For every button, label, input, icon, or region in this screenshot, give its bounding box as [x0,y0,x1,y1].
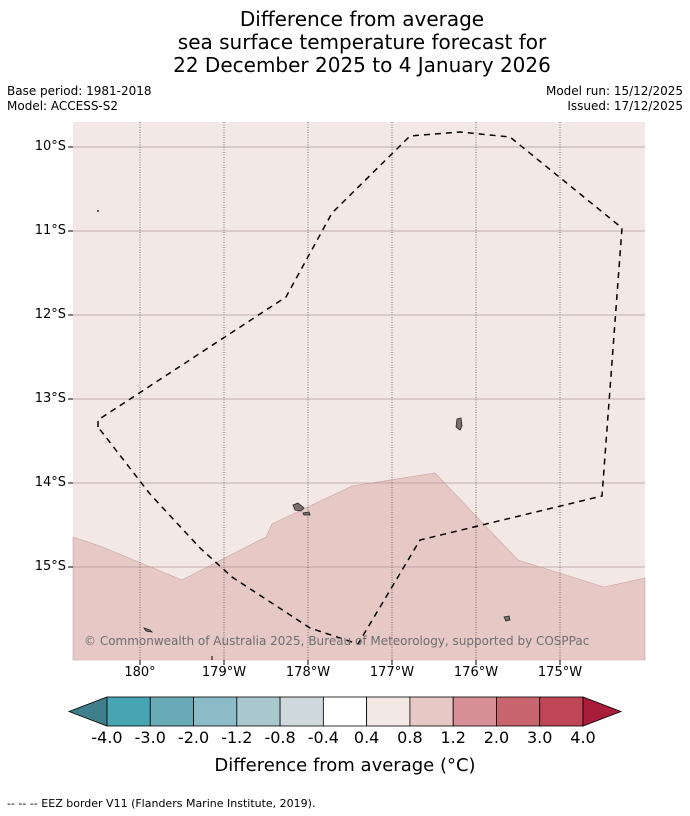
island [292,502,305,512]
island [455,417,463,431]
colorbar-segment [279,696,324,727]
colorbar-tick-label: -0.4 [307,728,339,747]
island [97,210,99,212]
map-title: Difference from average sea surface temp… [0,8,690,77]
colorbar-tick-label: 2.0 [483,728,510,747]
colorbar-tick-label: -0.8 [264,728,296,747]
lon-label: 178°W [285,665,331,680]
axis-ticks [68,146,561,665]
lon-label: 179°W [201,665,247,680]
colorbar-tick-label: 4.0 [570,728,596,747]
eez-border [97,131,623,645]
lon-label: 175°W [537,665,583,680]
colorbar-label: Difference from average (°C) [214,755,476,776]
island [302,511,311,516]
colorbar-tick-label: 0.8 [397,728,423,747]
island [143,627,154,633]
meta-left: Base period: 1981-2018 Model: ACCESS-S2 [7,84,152,114]
lat-label: 12°S [34,307,66,322]
island [503,615,511,622]
colorbar-tick-label: -2.0 [177,728,210,747]
lon-label: 180° [124,665,156,680]
model-name: Model: ACCESS-S2 [7,99,119,113]
anomaly-region-south [72,472,646,661]
lat-label: 15°S [34,559,66,574]
colorbar-extend-high [582,696,623,727]
colorbar-segment [496,696,541,727]
colorbar [67,696,623,727]
lat-label: 10°S [34,139,66,154]
title-line-2: sea surface temperature forecast for [177,30,547,54]
colorbar-segment [322,696,368,727]
lat-gridlines [73,146,645,568]
base-period: Base period: 1981-2018 [7,84,152,98]
title-line-3: 22 December 2025 to 4 January 2026 [173,53,551,77]
colorbar-segment [149,696,194,727]
lon-label: 176°W [453,665,499,680]
colorbar-tick-label: 1.2 [440,728,466,747]
colorbar-segment [539,696,584,727]
colorbar-tick-label: 0.4 [353,728,380,747]
colorbar-segment [236,696,281,727]
lat-label: 11°S [34,223,66,238]
lat-label: 14°S [34,475,66,490]
title-line-1: Difference from average [239,7,485,31]
model-run: Model run: 15/12/2025 [545,84,683,98]
colorbar-segment [452,696,497,727]
colorbar-extend-low [67,696,108,727]
colorbar-tick-label: 3.0 [526,728,553,747]
colorbar-tick-label: -3.0 [134,728,166,747]
eez-legend: -- -- -- EEZ border V11 (Flanders Marine… [7,797,316,810]
copyright-text: © Commonwealth of Australia 2025, Bureau… [84,634,589,648]
colorbar-segment [106,696,151,727]
colorbar-segment [409,696,454,727]
colorbar-tick-label: -4.0 [91,728,123,747]
meta-right: Model run: 15/12/2025 Issued: 17/12/2025 [546,84,683,114]
colorbar-tick-label: -1.2 [221,728,253,747]
colorbar-segment [193,696,238,727]
colorbar-segment [366,696,411,727]
lat-label: 13°S [34,391,66,406]
issued-date: Issued: 17/12/2025 [567,99,683,113]
lon-label: 177°W [369,665,415,680]
